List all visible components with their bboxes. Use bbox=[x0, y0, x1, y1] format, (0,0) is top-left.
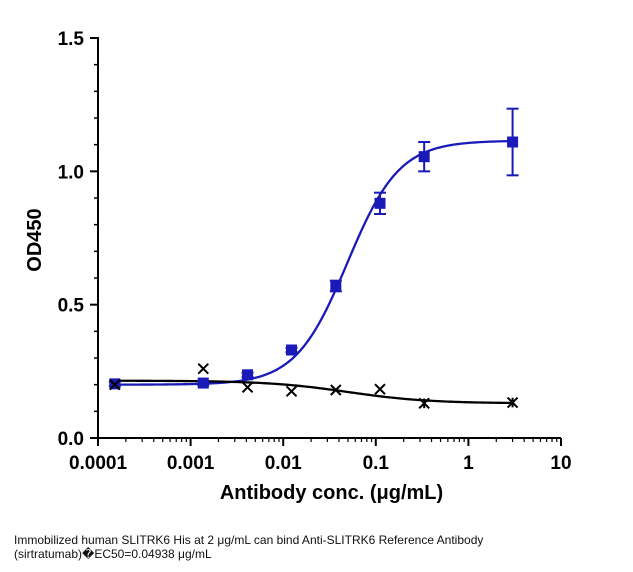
fit-curves bbox=[114, 139, 513, 405]
data-point bbox=[285, 385, 298, 398]
data-point bbox=[330, 384, 342, 396]
x-tick-label: 0.1 bbox=[363, 453, 390, 474]
data-point bbox=[197, 377, 209, 389]
y-tick-label: 0.0 bbox=[58, 429, 84, 450]
chart-ticks: 0.0 0.5 1.0 1.5 0.0001 0.001 0.01 0.1 1 10 bbox=[58, 29, 572, 474]
series-1 bbox=[109, 362, 519, 410]
data-point-stroke bbox=[330, 384, 342, 396]
caption-line-2: (sirtratumab)�EC50=0.04938 μg/mL bbox=[14, 547, 212, 561]
chart: 0.00.51.01.50.0001 0.001 0.01 0.1 1 10 OD450 … bbox=[24, 29, 572, 504]
y-tick-label: 1.0 bbox=[58, 162, 84, 183]
data-point-stroke bbox=[285, 385, 298, 398]
data-point bbox=[330, 280, 342, 292]
x-tick-label: 0.0001 bbox=[69, 453, 128, 474]
data-point bbox=[197, 362, 209, 375]
data-point bbox=[507, 136, 519, 148]
data-point-stroke bbox=[374, 383, 386, 395]
data-point bbox=[418, 397, 430, 410]
data-point-stroke bbox=[506, 396, 519, 409]
x-tick-label: 0.01 bbox=[265, 453, 302, 474]
x-tick-label: 0.001 bbox=[167, 453, 215, 474]
data-marks bbox=[108, 107, 519, 410]
data-point bbox=[286, 344, 298, 356]
chart-axes bbox=[97, 37, 561, 439]
fit-curve-1 bbox=[114, 379, 513, 405]
data-point bbox=[241, 381, 254, 394]
x-tick-label: 10 bbox=[550, 453, 571, 474]
y-tick-label: 1.5 bbox=[58, 29, 85, 50]
data-point bbox=[242, 369, 254, 381]
data-point bbox=[374, 197, 386, 209]
data-point bbox=[109, 378, 121, 391]
x-axis-label: Antibody conc. (μg/mL) bbox=[220, 482, 443, 504]
series-0 bbox=[108, 107, 519, 390]
data-point-stroke bbox=[109, 378, 121, 391]
x-tick-label: 1 bbox=[463, 453, 474, 474]
data-point bbox=[418, 151, 430, 163]
data-point-stroke bbox=[241, 381, 254, 394]
caption-line-1: Immobilized human SLITRK6 His at 2 μg/mL… bbox=[14, 533, 484, 547]
data-point bbox=[506, 396, 519, 409]
figure-caption: Immobilized human SLITRK6 His at 2 μg/mL… bbox=[14, 533, 614, 561]
data-point-stroke bbox=[418, 397, 430, 410]
data-point bbox=[374, 383, 386, 395]
data-point-stroke bbox=[197, 362, 209, 375]
fit-curve-0 bbox=[114, 139, 513, 386]
y-axis-label: OD450 bbox=[24, 208, 46, 271]
y-tick-label: 0.5 bbox=[58, 296, 85, 317]
